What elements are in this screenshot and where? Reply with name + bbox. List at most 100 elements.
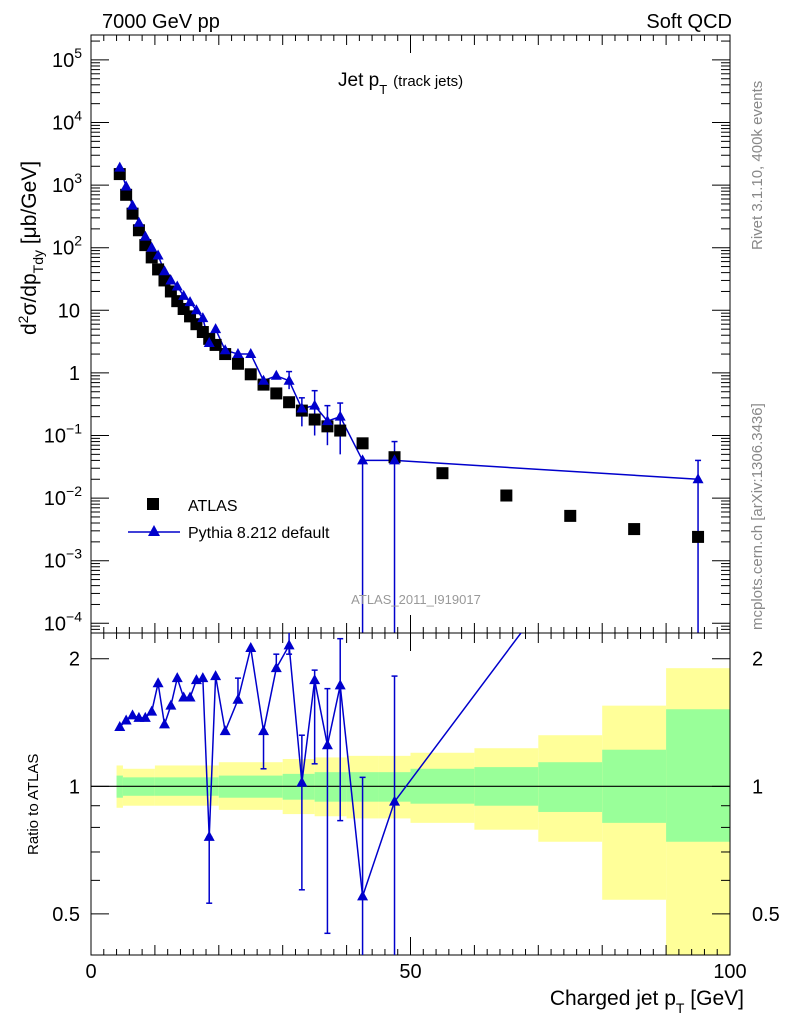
- y-tick-label: 10−3: [44, 546, 82, 573]
- watermark-label: ATLAS_2011_I919017: [351, 592, 481, 607]
- header-left: 7000 GeV pp: [102, 11, 220, 33]
- x-tick-label: 0: [85, 961, 96, 983]
- pythia-point: [296, 402, 308, 413]
- pythia-point: [258, 374, 270, 385]
- x-tick-label: 50: [399, 961, 421, 983]
- ratio-point: [334, 679, 346, 690]
- pythia-point: [309, 399, 321, 410]
- legend: ATLAS Pythia 8.212 default: [128, 498, 330, 542]
- atlas-point: [244, 368, 257, 381]
- ratio-point: [139, 711, 151, 722]
- atlas-point: [692, 530, 705, 543]
- ratio-point: [203, 830, 215, 841]
- atlas-point: [436, 467, 449, 480]
- pythia-point: [184, 296, 196, 307]
- x-axis-label: Charged jet pT [GeV]: [550, 987, 744, 1016]
- ratio-point: [693, 391, 704, 401]
- ratio-point: [171, 672, 183, 683]
- ratio-point: [321, 739, 333, 750]
- ratio-point: [127, 709, 139, 720]
- y-tick-label: 103: [52, 170, 82, 197]
- header-right: Soft QCD: [646, 11, 732, 33]
- ratio-point: [165, 699, 177, 710]
- pythia-point: [357, 454, 369, 465]
- plot-title: Jet pT (track jets): [338, 70, 463, 97]
- pythia-point: [165, 274, 177, 285]
- atlas-point: [209, 338, 222, 351]
- pythia-point: [283, 374, 295, 385]
- ratio-point: [184, 691, 196, 702]
- y-tick-label: 10: [58, 300, 80, 322]
- legend-marker-atlas: [147, 498, 159, 510]
- uncertainty-band-inner: [666, 709, 730, 842]
- pythia-point: [139, 230, 151, 241]
- pythia-line: [119, 167, 699, 481]
- ratio-point: [232, 693, 244, 704]
- atlas-point: [270, 387, 283, 400]
- ratio-point: [158, 718, 170, 729]
- ratio-point: [270, 662, 282, 673]
- legend-label-atlas: ATLAS: [188, 498, 238, 515]
- atlas-point: [120, 188, 133, 201]
- pythia-point: [146, 241, 158, 252]
- pythia-point: [245, 348, 257, 359]
- ratio-point: [114, 721, 126, 732]
- pythia-point: [178, 289, 190, 300]
- y-tick-label: 102: [52, 233, 82, 260]
- ratio-point: [296, 776, 308, 787]
- pythia-point: [127, 199, 139, 210]
- main-data: [113, 161, 705, 633]
- ratio-point: [389, 795, 401, 806]
- main-frame: [90, 34, 731, 634]
- atlas-point: [132, 224, 145, 237]
- ratio-point: [219, 725, 231, 736]
- pythia-point: [152, 249, 164, 260]
- uncertainty-band-inner: [538, 762, 603, 812]
- atlas-point: [283, 396, 296, 409]
- y-tick-label: 10−1: [44, 421, 82, 448]
- ratio-y-tick-label: 2: [69, 649, 80, 671]
- atlas-point: [628, 523, 641, 536]
- atlas-point: [500, 489, 513, 502]
- atlas-point: [564, 509, 577, 522]
- y-tick-label: 10−2: [44, 483, 82, 510]
- x-tick-label: 100: [713, 961, 746, 983]
- ratio-y-tick-label: 1: [69, 776, 80, 798]
- pythia-point: [133, 216, 145, 227]
- atlas-point: [356, 437, 369, 450]
- pythia-point: [120, 180, 132, 191]
- ratio-y-tick-label: 0.5: [52, 904, 80, 926]
- ratio-point: [210, 670, 222, 681]
- ratio-point: [197, 672, 209, 683]
- ratio-point: [120, 714, 132, 725]
- side-text-bottom: mcplots.cern.ch [arXiv:1306.3436]: [749, 403, 766, 630]
- pythia-point: [190, 304, 202, 315]
- pythia-point: [114, 161, 126, 172]
- pythia-point: [219, 344, 231, 355]
- ratio-data: [114, 391, 704, 955]
- atlas-point: [126, 207, 139, 220]
- atlas-point: [334, 424, 347, 437]
- ratio-point: [283, 639, 295, 650]
- pythia-point: [270, 369, 282, 380]
- ratio-y-tick-label-right: 1: [752, 776, 763, 798]
- ratio-point: [146, 705, 158, 716]
- pythia-point: [203, 337, 215, 348]
- y-axis-label: d2σ/dpTdy [μb/GeV]: [15, 161, 46, 335]
- ratio-y-tick-label-right: 0.5: [752, 904, 780, 926]
- ratio-point: [309, 674, 321, 685]
- y-tick-label: 105: [52, 45, 82, 72]
- pythia-point: [232, 348, 244, 359]
- ratio-y-tick-label-right: 2: [752, 649, 763, 671]
- pythia-point: [692, 473, 704, 484]
- legend-label-pythia: Pythia 8.212 default: [188, 525, 330, 542]
- pythia-point: [210, 323, 222, 334]
- y-tick-label: 1: [69, 363, 80, 385]
- pythia-point: [171, 280, 183, 291]
- side-text-top: Rivet 3.1.10, 400k events: [749, 81, 766, 250]
- pythia-point: [334, 410, 346, 421]
- pythia-point: [197, 312, 209, 323]
- ratio-point: [245, 642, 257, 653]
- pythia-point: [158, 265, 170, 276]
